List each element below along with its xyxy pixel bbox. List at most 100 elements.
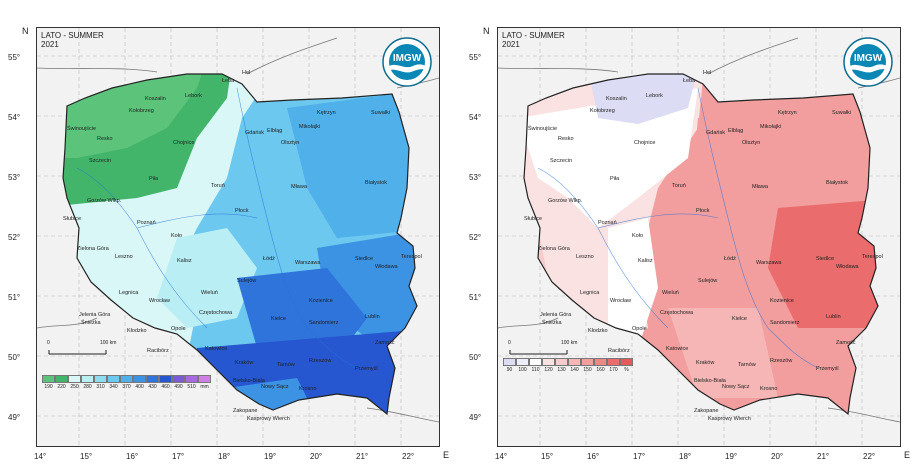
latitude-label: 55° [8,53,21,62]
precipitation-map-svg [37,28,439,446]
legend-value: 160 [596,367,605,373]
latitude-label: 53° [8,173,21,182]
city-label: Kasprowy Wierch [708,416,751,422]
season-title: LATO - SUMMER 2021 [502,31,565,49]
east-label: E [904,450,911,460]
longitude-label: 21° [817,452,830,461]
latitude-label: 51° [8,293,21,302]
city-label: Zakopane [694,408,719,414]
city-label: Białystok [365,180,388,186]
city-label: Siedlce [816,256,835,262]
city-label: Terespol [401,254,422,260]
legend-value: 220 [57,384,66,390]
city-label: Suwałki [371,110,390,116]
legend-swatch [620,358,633,366]
city-label: Koło [632,233,644,239]
city-label: Leszno [576,254,594,260]
city-label: Gdańsk [245,130,264,136]
legend-value: 190 [44,384,53,390]
latitude-label: 51° [469,293,482,302]
city-label: Białystok [826,180,849,186]
latitude-label: 50° [8,353,21,362]
legend-swatch [133,375,146,383]
longitude-label: 17° [172,452,185,461]
city-label: Toruń [672,183,686,189]
city-label: Hel [242,70,251,76]
scale-bar [48,350,107,355]
city-label: Nowy Sącz [261,384,289,390]
city-label: Kłodzko [588,328,608,334]
longitude-label: 15° [541,452,554,461]
legend-swatch [55,375,68,383]
longitude-label: 15° [80,452,93,461]
city-label: Kozienice [770,298,794,304]
city-label: Lublin [826,314,841,320]
longitude-label: 16° [587,452,600,461]
year-label: 2021 [502,40,520,49]
north-label: N [483,26,490,36]
city-label: Zamość [375,340,395,346]
legend-value: 510 [187,384,196,390]
city-label: Tarnów [738,362,756,368]
scale-distance: 100 km [100,340,117,346]
scale-distance: 100 km [561,340,578,346]
svg-text:IMGW: IMGW [393,53,422,64]
city-label: Lebork [185,93,202,99]
city-label: Zamość [836,340,856,346]
legend-value: 110 [531,367,540,373]
legend-value: 120 [544,367,553,373]
legend-value: 170 [609,367,618,373]
city-label: Zielona Góra [77,246,109,252]
precipitation-map-panel: LATO - SUMMER 2021 IMGW Łeba Hel Lebork Kos… [0,0,460,468]
city-label: Koszalin [606,96,627,102]
legend-swatch [185,375,198,383]
city-label: Kalisz [638,258,653,264]
longitude-label: 17° [633,452,646,461]
legend-swatch [120,375,133,383]
legend-swatch [607,358,620,366]
map-frame: LATO - SUMMER 2021 IMGW Łeba Hel Lebork Kos… [36,27,440,447]
legend-swatch [555,358,568,366]
city-label: Koszalin [145,96,166,102]
city-label: Wieluń [662,290,679,296]
legend-swatch [529,358,542,366]
city-label: Słubice [63,216,82,222]
city-label: Siedlce [355,256,374,262]
city-label: Poznań [598,220,617,226]
city-label: Mława [752,184,768,190]
precipitation-legend-labels: 190 220 250 280 310 340 370 400 430 460 490 510 mm [42,384,211,390]
city-label: Legnica [580,290,600,296]
legend-swatch [594,358,607,366]
city-label: Kraków [235,360,254,366]
longitude-label: 14° [34,452,47,461]
scale-zero: 0 [47,340,50,346]
city-label: Tarnów [277,362,295,368]
legend-swatch [107,375,120,383]
longitude-label: 20° [771,452,784,461]
city-label: Suwałki [832,110,851,116]
percent-legend [503,358,633,366]
imgw-logo-icon: IMGW [382,37,432,87]
city-label: Chojnice [173,140,195,146]
city-label: Mikołajki [760,124,782,130]
city-label: Jelenia Góra [540,312,572,318]
svg-text:IMGW: IMGW [854,53,883,64]
city-label: Kołobrzeg [129,108,154,114]
neighbor-borders [37,37,439,423]
city-label: Sulejów [237,278,257,284]
city-label: Chojnice [634,140,656,146]
latitude-label: 52° [469,233,482,242]
poland-border [62,73,418,416]
legend-value: 140 [570,367,579,373]
scale-bar [509,350,568,355]
percent-map-svg [498,28,900,446]
legend-swatch [81,375,94,383]
longitude-label: 18° [218,452,231,461]
city-label: Śnieżka [81,320,101,326]
city-label: Warszawa [295,260,321,266]
longitude-label: 22° [402,452,415,461]
legend-value: 130 [557,367,566,373]
latitude-label: 49° [8,413,21,422]
city-label: Jelenia Góra [79,312,111,318]
legend-swatch [503,358,516,366]
